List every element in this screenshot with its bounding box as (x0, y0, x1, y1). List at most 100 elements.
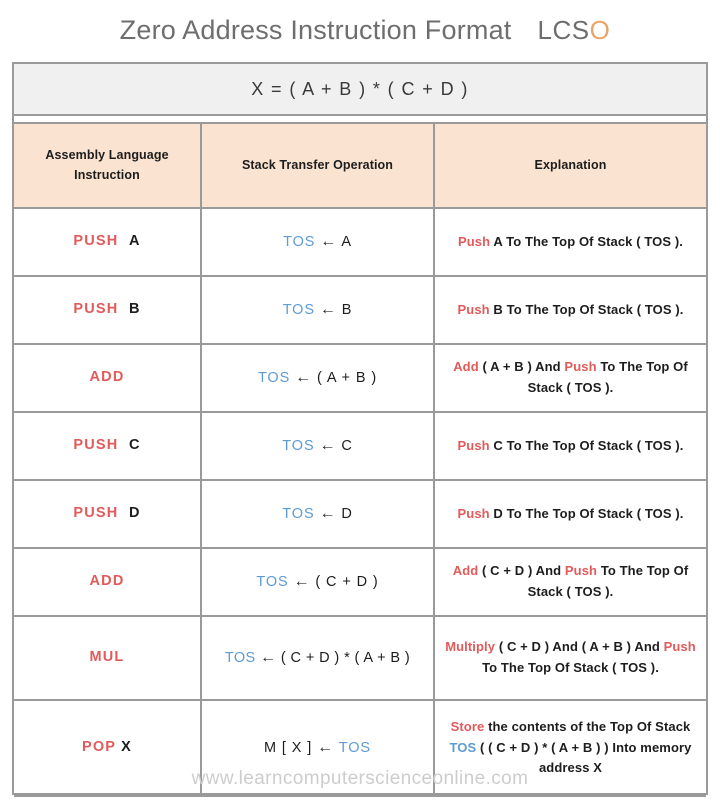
title-bar: Zero Address Instruction Format LCSO (0, 0, 720, 60)
cell-stack-transfer: TOS ← B (201, 276, 435, 345)
tos-label: TOS (283, 234, 316, 251)
operand-label: D (128, 505, 141, 522)
explanation-text: the contents of the Top Of Stack (488, 718, 691, 734)
formula-row: X = ( A + B ) * ( C + D ) (14, 64, 706, 116)
operand-label: X (121, 739, 133, 756)
cell-stack-transfer: M [ X ] ← TOS (201, 700, 435, 797)
explanation-keyword: Push (457, 505, 490, 521)
explanation-text: ( C + D ) And ( A + B ) And (498, 639, 660, 655)
transfer-operand: ( A + B ) (316, 370, 378, 387)
instruction-table: Assembly Language Instruction Stack Tran… (14, 124, 706, 797)
tos-label: TOS (256, 574, 289, 591)
explanation-text: ( C + D ) And (482, 563, 562, 579)
column-header-line: Assembly Language (45, 148, 169, 163)
transfer-operand: ( C + D ) (315, 574, 379, 591)
operand-label: B (128, 301, 141, 318)
cell-assembly-instruction: PUSH A (14, 208, 202, 277)
left-arrow-icon: ← (260, 649, 277, 667)
cell-stack-transfer: TOS ← A (201, 208, 435, 277)
cell-assembly-instruction: POP X (14, 700, 202, 797)
table-row: PUSH D TOS ← D Push D To The Top Of Stac… (14, 480, 706, 549)
column-header-explanation: Explanation (434, 124, 706, 209)
explanation-keyword: Push (457, 437, 490, 453)
transfer-operand: B (341, 302, 353, 319)
explanation-text: To The Top Of Stack ( TOS ). (482, 660, 659, 675)
opcode-label: PUSH (73, 301, 119, 318)
table-gutter-divider (14, 116, 706, 124)
explanation-text: B To The Top Of Stack ( TOS ). (493, 301, 684, 317)
table-row: PUSH C TOS ← C Push C To The Top Of Stac… (14, 412, 706, 481)
explanation-keyword-secondary: Push (564, 359, 597, 375)
explanation-keyword: Store (450, 718, 485, 734)
brand-logo-lcs: LCS (537, 14, 590, 45)
table-row: MUL TOS ← ( C + D ) * ( A + B ) Multiply… (14, 616, 706, 701)
cell-explanation: Push B To The Top Of Stack ( TOS ). (434, 276, 706, 345)
explanation-text: To The Top Of Stack ( TOS ). (527, 563, 689, 599)
brand-logo-o: O (589, 14, 611, 45)
explanation-keyword: Multiply (445, 639, 496, 655)
column-header-stack-transfer-operation: Stack Transfer Operation (201, 124, 435, 209)
cell-stack-transfer: TOS ← ( C + D ) (201, 548, 435, 617)
left-arrow-icon: ← (319, 437, 337, 455)
cell-assembly-instruction: PUSH D (14, 480, 202, 549)
memory-reference: M [ X ] (264, 740, 313, 757)
table-row: ADD TOS ← ( C + D ) Add ( C + D ) And Pu… (14, 548, 706, 617)
cell-explanation: Push D To The Top Of Stack ( TOS ). (434, 480, 706, 549)
formula-expression: X = ( A + B ) * ( C + D ) (251, 78, 469, 99)
brand-logo: LCSO (538, 15, 611, 46)
column-header-assembly-language-instruction: Assembly Language Instruction (14, 124, 202, 209)
explanation-text: ( ( C + D ) * ( A + B ) ) Into memory ad… (480, 739, 692, 776)
cell-explanation: Push C To The Top Of Stack ( TOS ). (434, 412, 706, 481)
table-row: PUSH A TOS ← A Push A To The Top Of Stac… (14, 208, 706, 277)
tos-label: TOS (282, 302, 315, 319)
table-body: PUSH A TOS ← A Push A To The Top Of Stac… (14, 208, 706, 797)
cell-stack-transfer: TOS ← C (201, 412, 435, 481)
tos-label: TOS (449, 739, 477, 755)
opcode-label: ADD (89, 369, 125, 386)
opcode-label: PUSH (73, 233, 119, 250)
left-arrow-icon: ← (319, 301, 337, 319)
explanation-keyword: Push (457, 301, 490, 317)
left-arrow-icon: ← (320, 233, 338, 251)
left-arrow-icon: ← (293, 573, 311, 591)
explanation-text: To The Top Of Stack ( TOS ). (527, 359, 688, 395)
transfer-operand: A (341, 234, 352, 251)
transfer-operand: C (341, 438, 353, 455)
operand-label: C (128, 437, 141, 454)
opcode-label: POP (81, 739, 116, 756)
opcode-label: PUSH (73, 505, 119, 522)
table-header: Assembly Language Instruction Stack Tran… (14, 124, 706, 209)
transfer-operand: ( C + D ) * ( A + B ) (280, 650, 411, 667)
cell-assembly-instruction: ADD (14, 344, 202, 413)
explanation-keyword: Add (453, 359, 479, 375)
table-header-row: Assembly Language Instruction Stack Tran… (14, 124, 706, 209)
cell-explanation: Push A To The Top Of Stack ( TOS ). (434, 208, 706, 277)
opcode-label: MUL (89, 649, 125, 666)
tos-label: TOS (282, 506, 315, 523)
tos-label: TOS (338, 740, 371, 757)
cell-stack-transfer: TOS ← ( C + D ) * ( A + B ) (201, 616, 435, 701)
explanation-keyword: Push (458, 233, 491, 249)
instruction-table-container: X = ( A + B ) * ( C + D ) Assembly Langu… (12, 62, 708, 797)
page-title: Zero Address Instruction Format (119, 14, 512, 45)
opcode-label: PUSH (73, 437, 119, 454)
cell-assembly-instruction: PUSH B (14, 276, 202, 345)
table-row: POP X M [ X ] ← TOS Store the contents o… (14, 700, 706, 797)
opcode-label: ADD (89, 573, 125, 590)
cell-stack-transfer: TOS ← ( A + B ) (201, 344, 435, 413)
explanation-text: C To The Top Of Stack ( TOS ). (493, 437, 684, 453)
cell-explanation: Add ( C + D ) And Push To The Top Of Sta… (434, 548, 706, 617)
explanation-keyword-secondary: Push (663, 639, 696, 655)
left-arrow-icon: ← (295, 369, 313, 387)
cell-assembly-instruction: ADD (14, 548, 202, 617)
table-row: PUSH B TOS ← B Push B To The Top Of Stac… (14, 276, 706, 345)
column-header-line: Instruction (74, 167, 140, 182)
tos-label: TOS (282, 438, 315, 455)
cell-assembly-instruction: MUL (14, 616, 202, 701)
explanation-text: D To The Top Of Stack ( TOS ). (493, 505, 684, 521)
table-row: ADD TOS ← ( A + B ) Add ( A + B ) And Pu… (14, 344, 706, 413)
left-arrow-icon: ← (317, 739, 335, 757)
tos-label: TOS (257, 370, 291, 387)
cell-explanation: Multiply ( C + D ) And ( A + B ) And Pus… (434, 616, 706, 701)
cell-assembly-instruction: PUSH C (14, 412, 202, 481)
